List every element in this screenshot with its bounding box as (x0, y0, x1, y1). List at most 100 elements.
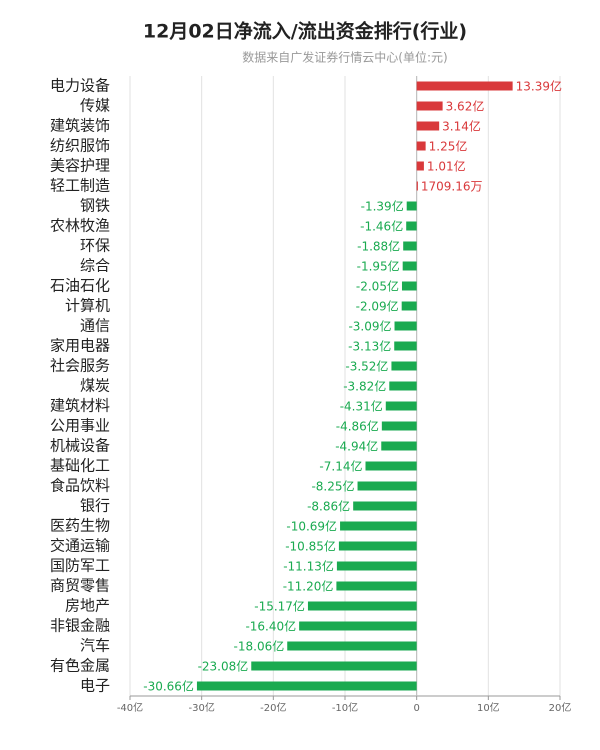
bar (416, 81, 513, 91)
y-tick-label: 农林牧渔 (50, 217, 110, 235)
value-label: -4.86亿 (336, 419, 379, 434)
y-tick-label: 家用电器 (50, 337, 110, 355)
value-label: -16.40亿 (245, 619, 296, 634)
value-label: -1.46亿 (360, 219, 403, 234)
chart-subtitle: 数据来自广发证券行情云中心(单位:元) (242, 50, 447, 65)
y-tick-label: 环保 (80, 237, 110, 255)
bar (389, 381, 417, 391)
value-label: -1.39亿 (361, 199, 404, 214)
y-tick-label: 电力设备 (50, 77, 110, 95)
y-tick-label: 综合 (80, 257, 110, 275)
y-tick-label: 社会服务 (50, 357, 110, 375)
y-tick-label: 建筑材料 (50, 397, 110, 415)
bar (416, 181, 418, 191)
y-tick-label: 石油石化 (50, 277, 110, 295)
y-tick-label: 基础化工 (50, 457, 110, 475)
value-label: -23.08亿 (198, 659, 249, 674)
bar (251, 661, 417, 671)
value-label: -10.69亿 (286, 519, 337, 534)
value-label: 13.39亿 (516, 79, 562, 94)
value-label: 1709.16万 (421, 180, 483, 194)
y-tick-label: 纺织服饰 (50, 137, 110, 155)
y-tick-label: 传媒 (80, 97, 110, 115)
y-tick-label: 食品饮料 (50, 477, 110, 495)
bar (353, 501, 417, 511)
chart-title: 12月02日净流入/流出资金排行(行业) (143, 20, 467, 43)
y-tick-label: 非银金融 (50, 617, 110, 635)
y-tick-label: 有色金属 (50, 657, 110, 675)
x-tick-label: -40亿 (117, 701, 143, 714)
value-label: -7.14亿 (319, 459, 362, 474)
x-tick-label: 10亿 (477, 701, 500, 714)
x-tick-label: -20亿 (260, 701, 286, 714)
value-label: -3.52亿 (345, 359, 388, 374)
bar (307, 601, 417, 611)
bar (406, 221, 417, 231)
value-label: -1.95亿 (357, 259, 400, 274)
value-label: -2.09亿 (356, 299, 399, 314)
value-label: 3.14亿 (442, 119, 481, 134)
bar (394, 321, 417, 331)
x-tick-label: -30亿 (188, 701, 214, 714)
bar (416, 141, 426, 151)
bar (196, 681, 417, 691)
value-label: -3.13亿 (348, 339, 391, 354)
y-tick-label: 公用事业 (50, 417, 110, 435)
y-tick-label: 计算机 (65, 297, 110, 315)
bar (394, 341, 417, 351)
y-tick-label: 通信 (80, 317, 110, 335)
bar (416, 121, 440, 131)
bar (403, 241, 417, 251)
bar (381, 441, 417, 451)
value-label: 1.01亿 (427, 159, 466, 174)
y-tick-label: 交通运输 (50, 537, 110, 555)
value-label: -4.94亿 (335, 439, 378, 454)
bar (336, 561, 417, 571)
y-tick-label: 医药生物 (50, 517, 110, 535)
y-tick-label: 美容护理 (50, 157, 110, 175)
bar (357, 481, 417, 491)
y-tick-label: 商贸零售 (50, 577, 110, 595)
value-label: -2.05亿 (356, 279, 399, 294)
bar (287, 641, 417, 651)
value-label: -4.31亿 (340, 399, 383, 414)
bar (338, 541, 417, 551)
y-tick-label: 煤炭 (80, 377, 110, 395)
value-label: -3.82亿 (343, 379, 386, 394)
y-tick-label: 钢铁 (80, 197, 110, 215)
value-label: -1.88亿 (357, 239, 400, 254)
bar (381, 421, 417, 431)
value-label: -18.06亿 (234, 639, 285, 654)
value-label: -15.17亿 (254, 599, 305, 614)
y-tick-label: 机械设备 (50, 437, 110, 455)
value-label: -8.86亿 (307, 499, 350, 514)
y-tick-label: 电子 (80, 677, 110, 695)
value-label: -11.13亿 (283, 559, 334, 574)
y-tick-label: 建筑装饰 (50, 117, 110, 135)
x-tick-label: 0 (413, 703, 419, 714)
value-label: -11.20亿 (283, 579, 334, 594)
x-tick-label: 20亿 (549, 701, 572, 714)
bar (402, 261, 417, 271)
bar (401, 301, 417, 311)
y-tick-label: 轻工制造 (50, 177, 110, 195)
value-label: 3.62亿 (446, 99, 485, 114)
value-label: -3.09亿 (348, 319, 391, 334)
bar (336, 581, 417, 591)
bar (416, 161, 424, 171)
y-tick-label: 国防军工 (50, 557, 110, 575)
bar (365, 461, 417, 471)
y-tick-label: 汽车 (80, 637, 110, 655)
x-tick-label: -10亿 (332, 701, 358, 714)
value-label: -10.85亿 (285, 539, 336, 554)
bar (299, 621, 417, 631)
bar (340, 521, 417, 531)
bar (385, 401, 417, 411)
bar (391, 361, 417, 371)
bar (406, 201, 417, 211)
value-label: -30.66亿 (143, 679, 194, 694)
value-label: 1.25亿 (429, 139, 468, 154)
y-tick-label: 银行 (80, 497, 110, 515)
